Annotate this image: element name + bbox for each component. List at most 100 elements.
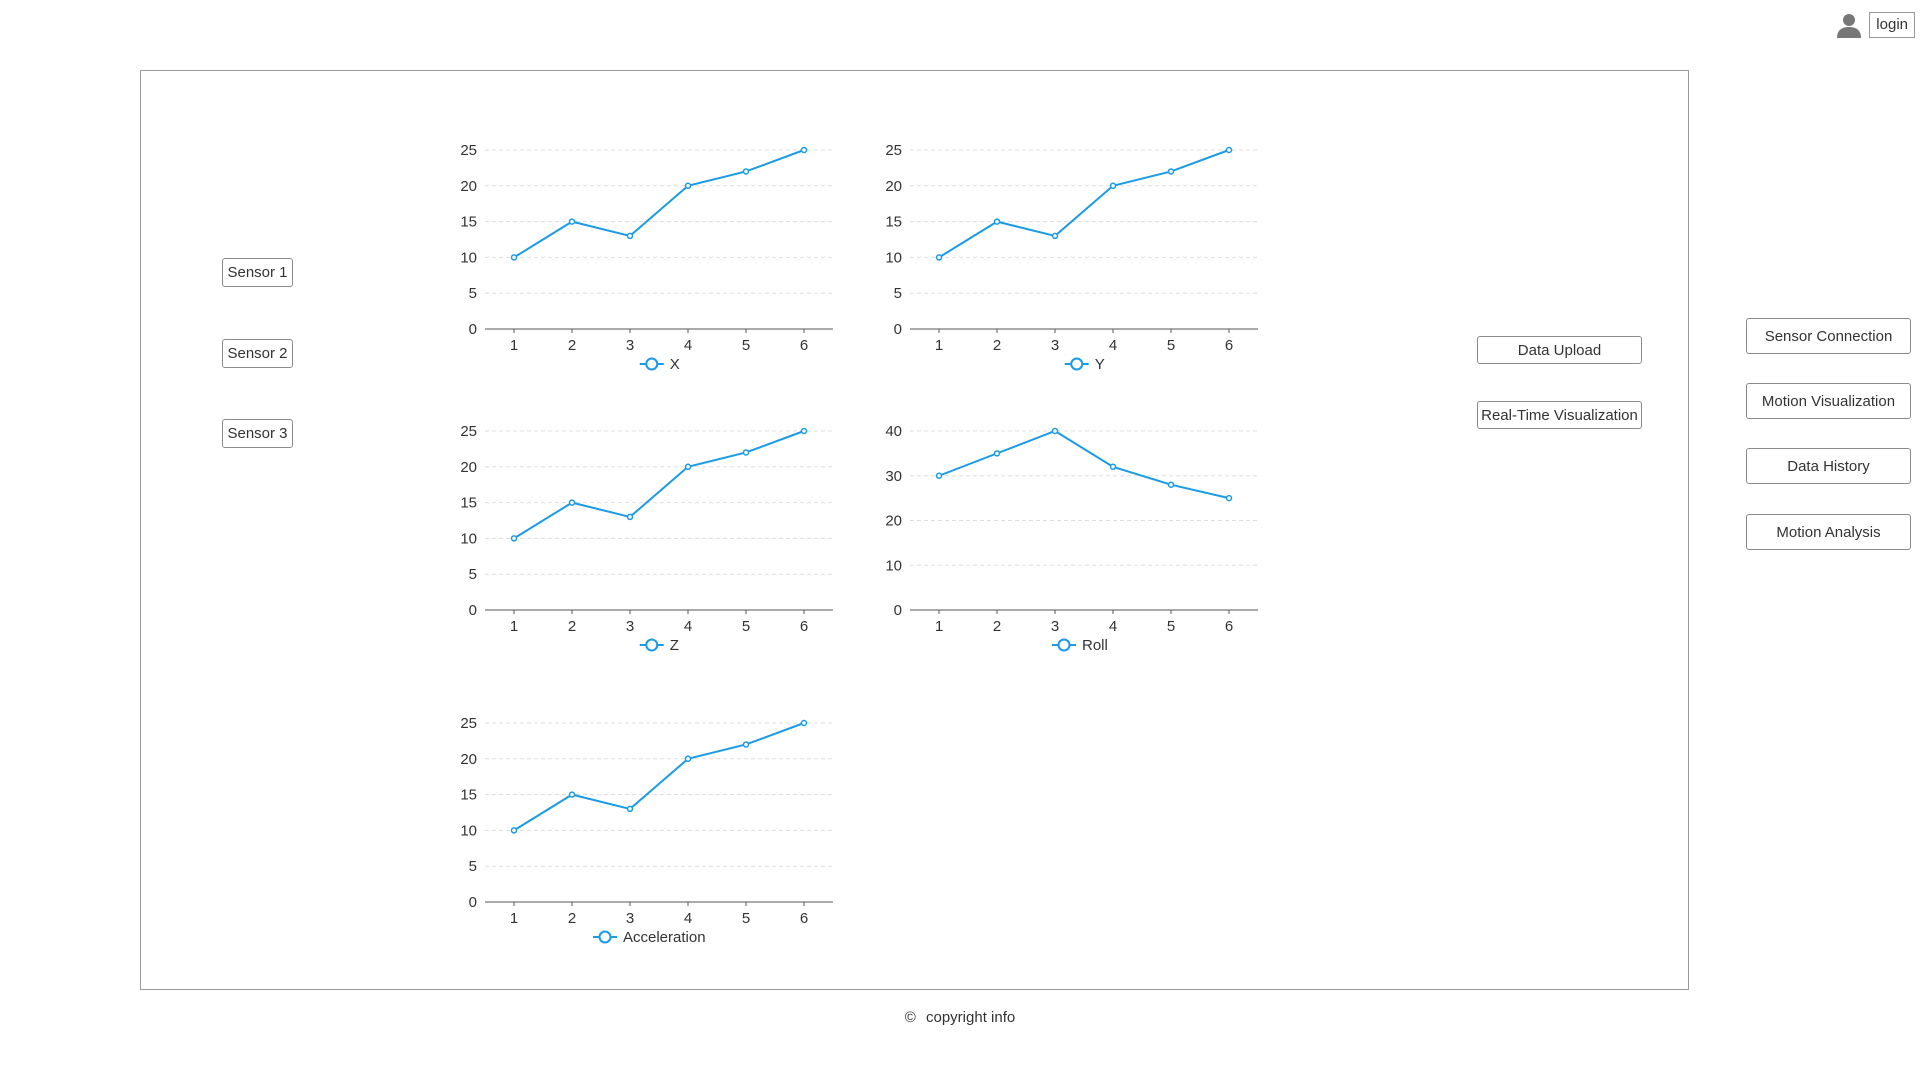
data-point xyxy=(993,450,1001,457)
x-tick-label: 3 xyxy=(1051,337,1059,354)
series-line xyxy=(938,149,1230,259)
x-tick-label: 2 xyxy=(993,337,1001,354)
chart-y: 0 5 10 15 20 25 1 2 3 4 5 6 Y xyxy=(885,142,1258,373)
data-upload-button[interactable]: Data Upload xyxy=(1477,336,1642,364)
nav-sensor-connection[interactable]: Sensor Connection xyxy=(1746,318,1911,354)
y-tick-label: 40 xyxy=(885,423,902,440)
main-panel xyxy=(140,70,1689,990)
data-point xyxy=(626,513,634,521)
x-tick-label: 3 xyxy=(1051,618,1059,635)
y-tick-label: 25 xyxy=(885,142,902,159)
y-tick-label: 15 xyxy=(460,214,477,231)
x-tick-label: 3 xyxy=(626,618,634,635)
y-tick-label: 20 xyxy=(885,513,902,530)
y-tick-label: 0 xyxy=(894,602,902,619)
x-tick-label: 6 xyxy=(1225,337,1233,354)
data-point xyxy=(510,254,518,261)
data-point xyxy=(1109,463,1117,471)
sensor-2-button[interactable]: Sensor 2 xyxy=(222,339,293,368)
x-tick-label: 3 xyxy=(626,910,634,927)
sensor-3-button[interactable]: Sensor 3 xyxy=(222,419,293,448)
x-tick-label: 5 xyxy=(742,618,750,635)
y-tick-label: 0 xyxy=(469,602,477,619)
y-tick-label: 5 xyxy=(469,566,477,583)
nav-motion-analysis[interactable]: Motion Analysis xyxy=(1746,514,1911,550)
series-line xyxy=(513,149,805,259)
chart-roll: 0 10 20 30 40 1 2 3 4 5 6 Roll xyxy=(885,423,1258,654)
login-button[interactable]: login xyxy=(1869,12,1915,38)
copyright-text: copyright info xyxy=(926,1009,1016,1026)
legend-label: Roll xyxy=(1082,637,1108,654)
x-tick-label: 1 xyxy=(510,337,518,354)
x-tick-label: 2 xyxy=(993,618,1001,635)
x-tick-label: 5 xyxy=(742,910,750,927)
y-tick-label: 10 xyxy=(885,249,902,266)
realtime-visualization-button[interactable]: Real-Time Visualization xyxy=(1477,401,1642,429)
y-tick-label: 0 xyxy=(469,321,477,338)
x-tick-label: 4 xyxy=(684,910,692,927)
legend-label: X xyxy=(670,356,680,373)
y-tick-label: 25 xyxy=(460,142,477,159)
y-tick-label: 20 xyxy=(885,178,902,195)
data-point xyxy=(1109,182,1117,190)
data-point xyxy=(1225,146,1233,154)
legend-marker xyxy=(1070,357,1084,371)
legend-marker xyxy=(645,357,659,371)
legend-label: Z xyxy=(670,637,679,654)
data-point xyxy=(626,805,634,813)
chart-acceleration: 0 5 10 15 20 25 1 2 3 4 5 6 Acceleration xyxy=(460,715,833,946)
x-tick-label: 4 xyxy=(684,618,692,635)
data-point xyxy=(1167,481,1175,488)
data-point xyxy=(568,218,576,225)
copyright: © copyright info xyxy=(0,1009,1920,1026)
y-tick-label: 15 xyxy=(460,787,477,804)
x-tick-label: 6 xyxy=(800,337,808,354)
y-tick-label: 15 xyxy=(460,495,477,512)
y-tick-label: 0 xyxy=(469,894,477,911)
legend-marker xyxy=(645,638,659,652)
data-point xyxy=(742,168,750,175)
x-tick-label: 2 xyxy=(568,618,576,635)
y-tick-label: 30 xyxy=(885,468,902,485)
user-icon[interactable] xyxy=(1835,11,1863,39)
series-line xyxy=(513,722,805,832)
nav-data-history[interactable]: Data History xyxy=(1746,448,1911,484)
y-tick-label: 0 xyxy=(894,321,902,338)
data-point xyxy=(684,755,692,763)
data-point xyxy=(568,499,576,506)
x-tick-label: 4 xyxy=(1109,337,1117,354)
y-tick-label: 20 xyxy=(460,751,477,768)
nav-motion-visualization[interactable]: Motion Visualization xyxy=(1746,383,1911,419)
data-point xyxy=(684,463,692,471)
data-point xyxy=(935,472,943,479)
data-point xyxy=(800,146,808,154)
y-tick-label: 25 xyxy=(460,423,477,440)
x-tick-label: 2 xyxy=(568,910,576,927)
x-tick-label: 5 xyxy=(1167,618,1175,635)
x-tick-label: 6 xyxy=(800,618,808,635)
data-point xyxy=(626,232,634,240)
y-tick-label: 10 xyxy=(460,530,477,547)
x-tick-label: 4 xyxy=(1109,618,1117,635)
x-tick-label: 5 xyxy=(742,337,750,354)
data-point xyxy=(568,791,576,798)
y-tick-label: 15 xyxy=(885,214,902,231)
y-tick-label: 5 xyxy=(469,858,477,875)
y-tick-label: 10 xyxy=(460,249,477,266)
data-point xyxy=(1225,494,1233,502)
data-point xyxy=(800,427,808,435)
y-tick-label: 5 xyxy=(894,285,902,302)
y-tick-label: 20 xyxy=(460,459,477,476)
sensor-1-button[interactable]: Sensor 1 xyxy=(222,258,293,287)
data-point xyxy=(935,254,943,261)
x-tick-label: 1 xyxy=(935,337,943,354)
data-point xyxy=(1051,427,1059,435)
x-tick-label: 6 xyxy=(1225,618,1233,635)
chart-x: 0 5 10 15 20 25 1 2 3 4 5 6 X xyxy=(460,142,833,373)
x-tick-label: 1 xyxy=(510,910,518,927)
data-point xyxy=(742,449,750,456)
data-point xyxy=(1167,168,1175,175)
y-tick-label: 5 xyxy=(469,285,477,302)
y-tick-label: 10 xyxy=(460,822,477,839)
chart-z: 0 5 10 15 20 25 1 2 3 4 5 6 Z xyxy=(460,423,833,654)
